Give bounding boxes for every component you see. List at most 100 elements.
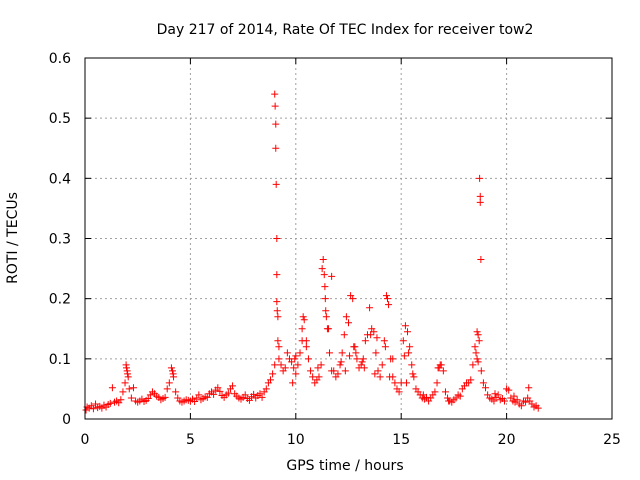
data-point	[275, 355, 283, 363]
data-point	[477, 256, 485, 264]
data-point	[322, 313, 330, 321]
data-point	[341, 367, 349, 375]
data-point	[342, 313, 350, 321]
data-point	[281, 364, 289, 372]
data-point	[129, 384, 137, 392]
y-tick-label: 0.1	[49, 352, 71, 368]
data-point	[410, 373, 418, 381]
data-point	[320, 271, 328, 279]
data-point	[476, 198, 484, 206]
data-point	[317, 361, 325, 369]
data-point	[431, 388, 439, 396]
data-point	[408, 361, 416, 369]
data-point	[513, 396, 521, 404]
data-point	[161, 393, 169, 401]
data-point	[370, 328, 378, 336]
data-point	[165, 379, 173, 387]
data-point	[361, 337, 369, 345]
data-point	[337, 358, 345, 366]
x-tick-label: 5	[186, 432, 195, 448]
data-point	[314, 364, 322, 372]
y-tick-label: 0	[62, 412, 71, 428]
data-point	[469, 361, 477, 369]
data-point	[395, 388, 403, 396]
x-tick-label: 25	[603, 432, 621, 448]
data-point	[89, 405, 97, 413]
data-point	[245, 396, 253, 404]
data-point	[273, 271, 281, 279]
data-point	[373, 334, 381, 342]
data-point	[321, 283, 329, 291]
data-point	[389, 355, 397, 363]
data-point	[522, 398, 530, 406]
data-point	[490, 397, 498, 405]
data-point	[272, 120, 280, 128]
data-point	[121, 379, 129, 387]
data-point	[371, 370, 379, 378]
data-point	[500, 397, 508, 405]
data-point	[324, 325, 332, 333]
data-point	[318, 265, 326, 273]
data-point	[479, 379, 487, 387]
data-point	[482, 384, 490, 392]
data-point	[367, 331, 375, 339]
data-point	[191, 398, 199, 406]
axis-ticks: 0 5 10 15 20 25 0 0.1 0.2 0.3 0.4 0.5 0.6	[49, 51, 621, 448]
data-point	[477, 367, 485, 375]
data-point	[328, 272, 336, 280]
data-point	[391, 379, 399, 387]
data-point	[456, 392, 464, 400]
y-tick-label: 0.6	[49, 51, 71, 67]
data-point	[372, 349, 380, 357]
data-point	[357, 361, 365, 369]
data-point	[436, 361, 444, 369]
grid-lines	[85, 58, 612, 419]
chart-title: Day 217 of 2014, Rate Of TEC Index for r…	[157, 22, 534, 38]
data-point	[117, 396, 125, 404]
data-point	[271, 90, 279, 98]
data-point	[473, 328, 481, 336]
data-point	[315, 373, 323, 381]
data-point	[267, 376, 275, 384]
data-point	[273, 235, 281, 242]
data-point	[124, 373, 132, 381]
data-point	[272, 180, 280, 188]
data-point	[288, 358, 296, 366]
data-point	[471, 343, 479, 351]
data-point	[125, 385, 133, 393]
data-point	[273, 307, 281, 315]
data-point	[309, 373, 317, 381]
data-point	[250, 390, 258, 398]
data-point	[82, 406, 90, 414]
data-point	[92, 400, 100, 408]
data-point	[168, 367, 176, 375]
x-tick-label: 20	[498, 432, 516, 448]
data-point	[399, 337, 407, 345]
data-point	[272, 144, 280, 152]
data-point	[439, 367, 447, 375]
data-point	[292, 352, 300, 360]
data-point	[472, 349, 480, 357]
data-point	[433, 379, 441, 387]
data-point	[216, 387, 224, 395]
data-point	[359, 355, 367, 363]
data-point	[274, 313, 282, 321]
data-point	[328, 367, 336, 375]
data-point	[224, 389, 232, 397]
data-point	[505, 386, 513, 394]
data-point	[210, 390, 218, 398]
data-point	[271, 361, 279, 369]
data-point	[229, 382, 237, 390]
data-point	[271, 102, 279, 110]
data-point	[262, 385, 270, 393]
data-point	[445, 397, 453, 405]
data-point	[298, 325, 306, 333]
data-point	[517, 402, 525, 410]
data-point	[386, 373, 394, 381]
data-point	[319, 256, 327, 264]
data-point	[378, 361, 386, 369]
data-point	[350, 343, 358, 351]
data-point	[494, 391, 502, 399]
data-point	[241, 391, 249, 399]
data-point	[345, 319, 352, 327]
